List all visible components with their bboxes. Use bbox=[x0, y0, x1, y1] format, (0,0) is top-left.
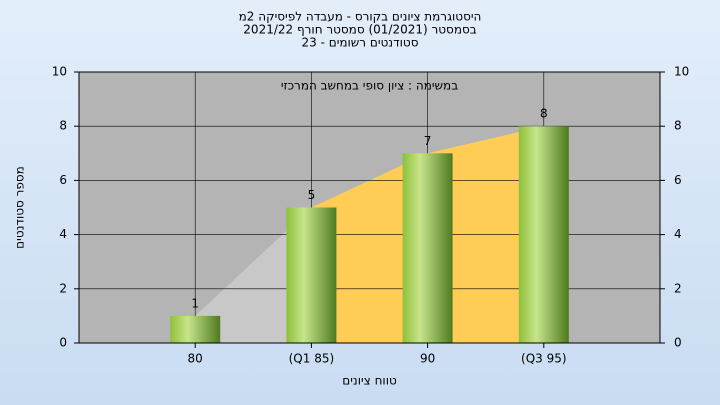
x-axis-label: טווח ציונים bbox=[342, 374, 397, 388]
title-line: בסמסטר (01/2021) סמסטר חורף 2021/22 bbox=[243, 23, 476, 37]
bar bbox=[170, 315, 221, 343]
y2-tick-label: 6 bbox=[674, 173, 682, 187]
value-label: 1 bbox=[191, 296, 199, 310]
title-line: היסטוגרמת ציונים בקורס - מעבדה לפיסיקה 2… bbox=[239, 10, 482, 24]
value-label: 5 bbox=[308, 188, 316, 202]
x-tick-label: (Q3 95) bbox=[521, 352, 567, 366]
y-tick-label: 2 bbox=[59, 281, 67, 295]
y2-tick-label: 0 bbox=[674, 336, 682, 350]
plot-border bbox=[78, 71, 661, 344]
y-tick-label: 4 bbox=[59, 227, 67, 241]
y-tick-label: 10 bbox=[52, 65, 67, 79]
x-tick-label: 90 bbox=[420, 352, 435, 366]
y-tick-label: 8 bbox=[59, 119, 67, 133]
y-tick-label: 6 bbox=[59, 173, 67, 187]
annotation: במשימה : ציון סופי במחשב המרכזי bbox=[281, 79, 458, 93]
area bbox=[195, 207, 312, 343]
y2-tick-label: 8 bbox=[674, 119, 682, 133]
title-line: סטודנטים רשומים - 23 bbox=[301, 36, 418, 50]
x-tick-label: 80 bbox=[188, 352, 203, 366]
bar bbox=[286, 207, 337, 343]
y2-tick-label: 10 bbox=[674, 65, 689, 79]
value-label: 8 bbox=[540, 107, 548, 121]
y-axis-label: מספר סטודנטים bbox=[13, 166, 27, 249]
value-label: 7 bbox=[424, 134, 432, 148]
y2-tick-label: 4 bbox=[674, 227, 682, 241]
x-tick-label: (Q1 85) bbox=[289, 352, 335, 366]
y2-tick-label: 2 bbox=[674, 281, 682, 295]
bar bbox=[518, 126, 569, 343]
y-tick-label: 0 bbox=[59, 336, 67, 350]
bar bbox=[402, 153, 453, 343]
